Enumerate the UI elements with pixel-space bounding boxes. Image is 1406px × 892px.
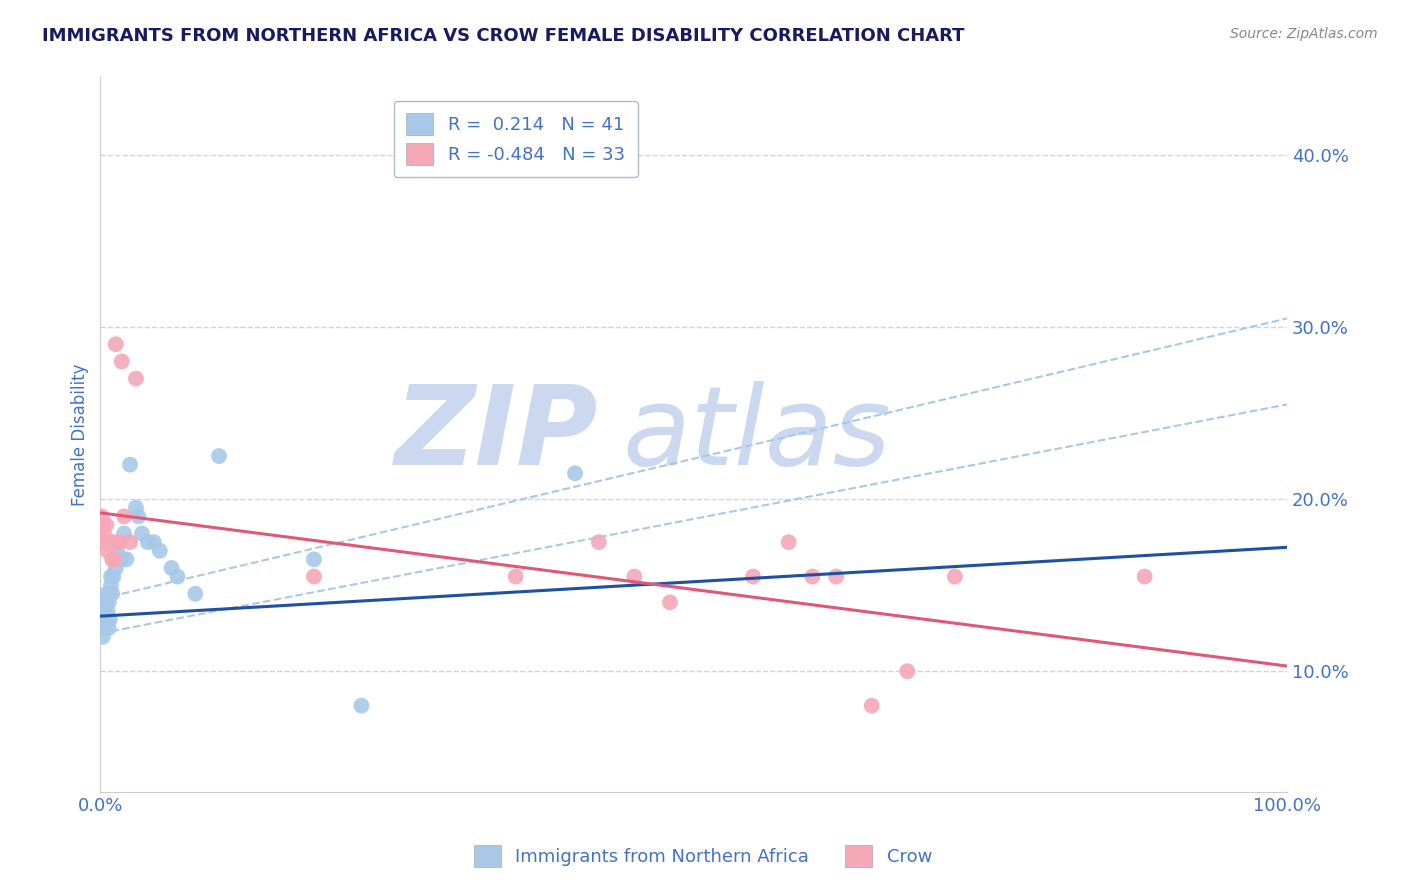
Point [90,621,112,635]
Text: atlas: atlas [623,381,891,488]
Point [94,613,117,627]
Point [112,526,135,541]
Point [94,535,117,549]
Point [111,552,134,566]
Point [184,587,207,601]
Legend: R =  0.214   N = 41, R = -0.484   N = 33: R = 0.214 N = 41, R = -0.484 N = 33 [394,101,638,178]
Point [860,698,883,713]
Point [350,698,373,713]
Point [825,569,848,583]
Point [101,552,124,566]
Point [98,587,121,601]
Text: IMMIGRANTS FROM NORTHERN AFRICA VS CROW FEMALE DISABILITY CORRELATION CHART: IMMIGRANTS FROM NORTHERN AFRICA VS CROW … [42,27,965,45]
Point [125,371,148,385]
Point [100,535,122,549]
Legend: Immigrants from Northern Africa, Crow: Immigrants from Northern Africa, Crow [467,838,939,874]
Point [103,535,125,549]
Y-axis label: Female Disability: Female Disability [72,363,89,506]
Point [97,595,120,609]
Point [96,587,118,601]
Point [96,604,118,618]
Point [125,500,148,515]
Point [142,535,165,549]
Point [101,587,124,601]
Point [623,569,645,583]
Point [107,535,129,549]
Point [100,578,122,592]
Text: Source: ZipAtlas.com: Source: ZipAtlas.com [1230,27,1378,41]
Point [160,561,183,575]
Point [103,569,125,583]
Point [136,535,159,549]
Point [104,552,127,566]
Point [302,569,325,583]
Point [98,613,121,627]
Point [90,535,112,549]
Point [108,535,131,549]
Point [112,509,135,524]
Point [100,569,122,583]
Point [505,569,527,583]
Point [896,664,918,678]
Point [96,517,118,532]
Point [96,543,118,558]
Point [104,337,127,351]
Point [208,449,231,463]
Point [778,535,800,549]
Point [1133,569,1156,583]
Point [96,595,118,609]
Point [108,535,131,549]
Point [659,595,682,609]
Point [104,552,127,566]
Point [93,604,115,618]
Point [127,509,149,524]
Point [91,613,114,627]
Point [588,535,610,549]
Point [118,535,141,549]
Point [97,535,120,549]
Point [93,621,115,635]
Point [91,517,114,532]
Point [166,569,188,583]
Point [98,535,121,549]
Point [149,543,172,558]
Point [111,354,134,368]
Point [90,509,112,524]
Point [564,467,586,481]
Point [97,621,120,635]
Point [118,458,141,472]
Point [801,569,824,583]
Point [90,604,112,618]
Point [131,526,153,541]
Point [742,569,765,583]
Point [302,552,325,566]
Point [105,543,128,558]
Point [107,535,129,549]
Point [93,526,115,541]
Point [96,613,118,627]
Point [943,569,966,583]
Text: ZIP: ZIP [395,381,599,488]
Point [115,552,138,566]
Point [91,630,114,644]
Point [104,561,127,575]
